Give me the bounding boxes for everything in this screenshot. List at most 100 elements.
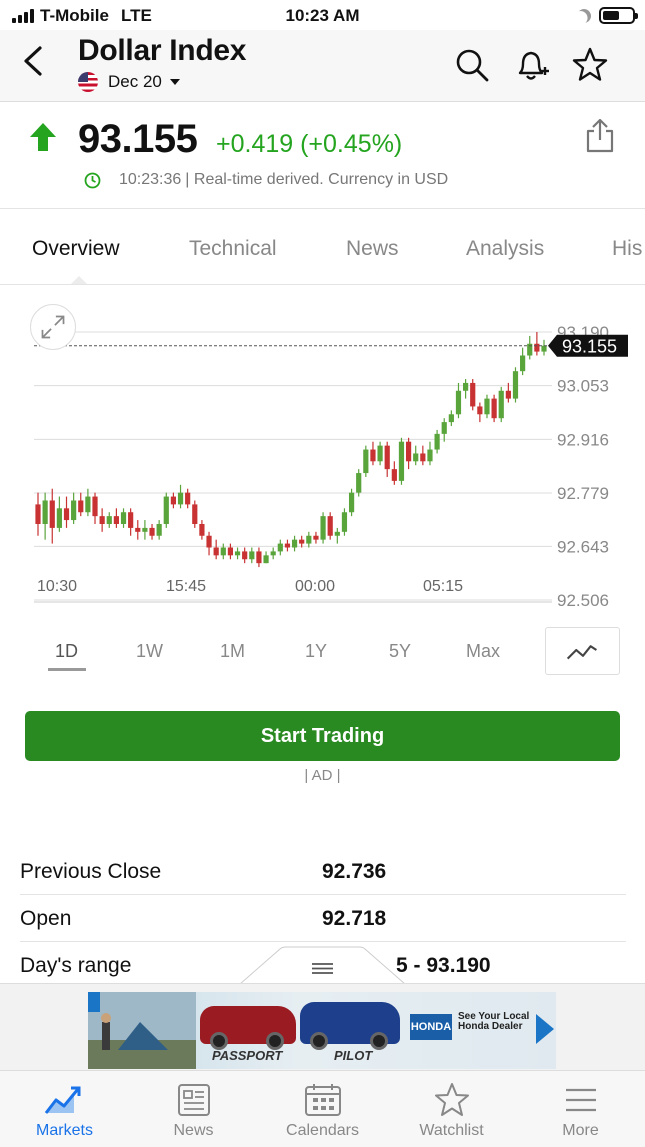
nav-label: News [173, 1122, 214, 1139]
menu-icon [566, 1088, 596, 1112]
candle-body [363, 449, 369, 474]
candle-body [327, 516, 333, 536]
candle-body [420, 453, 426, 462]
candle-body [277, 543, 283, 552]
candle-body [448, 414, 454, 423]
range-1d[interactable]: 1D [55, 641, 79, 661]
candle-body [541, 345, 547, 352]
nav-watchlist[interactable]: Watchlist [387, 1071, 516, 1147]
nav-markets[interactable]: Markets [0, 1071, 129, 1147]
network: LTE [120, 6, 152, 25]
tab-news[interactable]: News [346, 237, 399, 260]
candle-body [256, 551, 262, 564]
quote-summary: 93.155 +0.419 (+0.45%) 10:23:36 | Real-t… [0, 103, 645, 209]
x-tick-label: 05:15 [423, 578, 463, 595]
y-tick-label: 93.053 [557, 377, 609, 396]
candle-body [377, 445, 383, 462]
candle-body [384, 445, 390, 470]
candle-body [463, 382, 469, 391]
tab-analysis[interactable]: Analysis [466, 237, 545, 260]
candle-body [220, 547, 226, 556]
quote-note: | Real-time derived. Currency in USD [185, 171, 449, 188]
x-tick-label: 15:45 [166, 578, 206, 595]
up-arrow-icon [30, 123, 56, 151]
candle-body [56, 508, 62, 528]
range-5y[interactable]: 5Y [389, 641, 412, 661]
candle-body [106, 516, 112, 524]
honda-ad-banner[interactable]: PASSPORT PILOT HONDA See Your Local Hond… [88, 992, 556, 1069]
candle-body [498, 390, 504, 419]
price-change: +0.419 (+0.45%) [216, 130, 403, 158]
star-icon[interactable] [571, 46, 609, 84]
candle-body [512, 371, 519, 399]
nav-more[interactable]: More [516, 1071, 645, 1147]
price-chart[interactable]: 93.190 93.053 92.916 92.779 92.643 92.506 10:3… [0, 286, 645, 686]
candle-body [455, 390, 462, 415]
line-chart-type-icon[interactable] [545, 627, 620, 675]
nav-news[interactable]: News [129, 1071, 258, 1147]
y-tick-label: 92.506 [557, 591, 609, 610]
status-bar: T-Mobile LTE 10:23 AM [0, 0, 645, 34]
candle-body [441, 422, 447, 434]
nav-calendars[interactable]: Calendars [258, 1071, 387, 1147]
time-range-selector: 1D 1W 1M 1Y 5Y Max [0, 625, 645, 677]
candle-body [434, 433, 440, 450]
candle-body [85, 496, 91, 513]
candle-body [99, 516, 105, 524]
back-icon[interactable] [18, 44, 48, 78]
tab-historical[interactable]: His [612, 237, 643, 260]
candle-body [249, 551, 255, 560]
candle-body [149, 527, 155, 536]
us-flag-icon [78, 72, 98, 92]
ad-cta: See Your Local Honda Dealer [458, 1011, 530, 1032]
candlestick-chart[interactable]: 93.19093.05392.91692.77992.64392.50610:3… [0, 286, 645, 626]
candle-body [405, 441, 412, 462]
signal-icon [12, 9, 34, 23]
candle-body [491, 398, 497, 419]
range-1m[interactable]: 1M [220, 641, 246, 661]
candle-body [334, 531, 340, 536]
candle-body [427, 449, 433, 462]
candle-body [199, 523, 205, 536]
range-max[interactable]: Max [466, 641, 501, 661]
calendar-icon [305, 1084, 341, 1116]
tab-overview[interactable]: Overview [32, 237, 120, 260]
tab-technical[interactable]: Technical [189, 237, 277, 260]
key-stats-table: Previous Close 92.736 Open 92.718 Day's … [20, 848, 626, 989]
candle-body [341, 512, 348, 532]
contract-selector[interactable]: Dec 20 [78, 72, 180, 92]
add-alert-bell-icon[interactable] [512, 46, 550, 84]
range-1y[interactable]: 1Y [305, 641, 328, 661]
clock-time: 10:23 AM [285, 6, 360, 25]
candle-body [299, 539, 305, 544]
start-trading-button[interactable]: Start Trading [25, 711, 620, 761]
quote-time: 10:23:36 [119, 171, 182, 188]
candle-body [534, 343, 540, 352]
chevron-down-icon [169, 79, 180, 85]
candle-body [49, 500, 55, 528]
candle-body [142, 527, 148, 532]
candle-body [413, 453, 419, 462]
drawer-handle[interactable] [240, 946, 405, 984]
section-tabs: Overview Technical News Analysis His [0, 209, 645, 285]
header: Dollar Index Dec 20 [0, 30, 645, 102]
stat-value: 5 - 93.190 [396, 954, 491, 977]
share-icon[interactable] [585, 117, 615, 153]
page-title: Dollar Index [78, 34, 247, 67]
nav-label: Markets [36, 1122, 93, 1139]
nav-label: Watchlist [419, 1122, 484, 1139]
range-1w[interactable]: 1W [136, 641, 163, 661]
candle-body [391, 469, 397, 481]
search-icon[interactable] [453, 46, 491, 84]
candle-body [270, 551, 276, 556]
candle-body [398, 441, 405, 481]
candle-body [213, 547, 219, 556]
candle-body [520, 355, 526, 372]
expand-icon[interactable] [30, 304, 76, 350]
candle-body [320, 516, 326, 540]
clock-icon [84, 172, 101, 188]
nav-label: Calendars [286, 1122, 359, 1139]
battery-icon [599, 7, 638, 24]
y-tick-label: 92.643 [557, 537, 609, 556]
candle-body [35, 504, 41, 524]
